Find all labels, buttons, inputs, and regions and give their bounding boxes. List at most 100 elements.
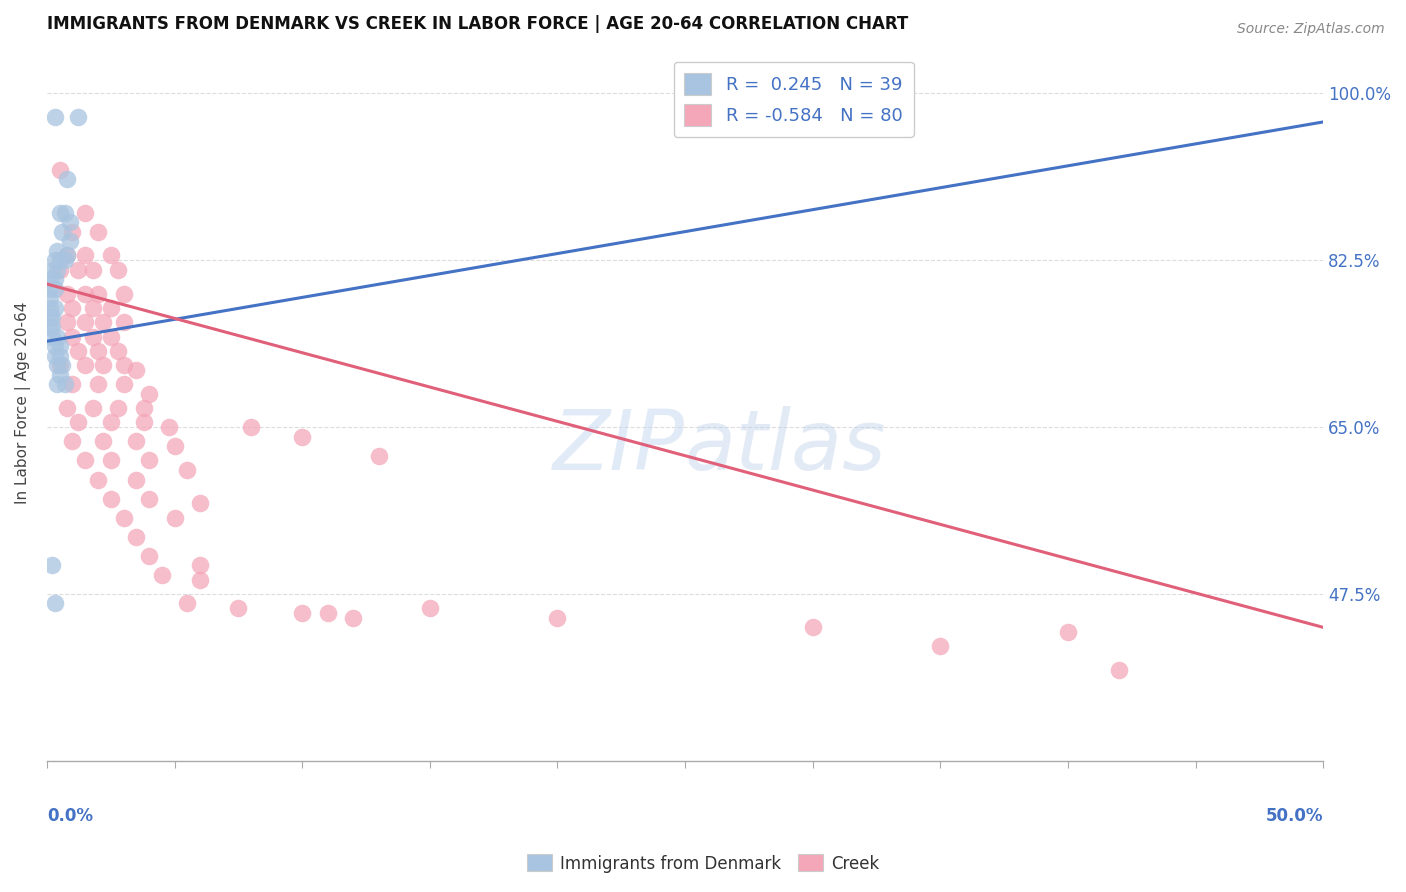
Point [1057, 625, 1080, 640]
Point [87, 473, 110, 487]
Point [44, 597, 66, 611]
Point [59, 234, 82, 248]
Text: atlas: atlas [685, 406, 887, 487]
Point [66, 262, 89, 277]
Point [316, 606, 339, 620]
Point [51, 225, 73, 239]
Point [62, 377, 84, 392]
Point [75, 358, 97, 372]
Point [100, 329, 122, 343]
Point [46, 244, 69, 258]
Point [46, 262, 69, 277]
Point [75, 315, 97, 329]
Point [87, 286, 110, 301]
Point [46, 377, 69, 392]
Point [82, 301, 104, 315]
Point [56, 315, 79, 329]
Point [112, 315, 135, 329]
Point [159, 420, 181, 434]
Point [240, 420, 263, 434]
Text: ZIP: ZIP [553, 406, 685, 487]
Point [75, 205, 97, 219]
Point [66, 110, 89, 124]
Point [41, 558, 63, 573]
Point [75, 453, 97, 467]
Point [62, 301, 84, 315]
Point [188, 496, 211, 510]
Point [44, 301, 66, 315]
Point [62, 329, 84, 343]
Point [228, 601, 250, 615]
Point [66, 415, 89, 429]
Point [100, 248, 122, 262]
Point [53, 253, 76, 268]
Point [138, 549, 160, 563]
Point [41, 310, 63, 325]
Point [929, 640, 952, 654]
Point [56, 286, 79, 301]
Point [56, 172, 79, 186]
Point [112, 286, 135, 301]
Point [53, 377, 76, 392]
Point [38, 282, 60, 296]
Point [112, 377, 135, 392]
Point [125, 434, 148, 449]
Point [100, 491, 122, 506]
Point [53, 205, 76, 219]
Point [82, 329, 104, 343]
Point [91, 358, 114, 372]
Point [163, 510, 186, 524]
Point [66, 343, 89, 358]
Point [188, 573, 211, 587]
Point [56, 248, 79, 262]
Point [87, 377, 110, 392]
Point [46, 329, 69, 343]
Point [75, 286, 97, 301]
Point [38, 320, 60, 334]
Point [138, 453, 160, 467]
Point [87, 225, 110, 239]
Legend: Immigrants from Denmark, Creek: Immigrants from Denmark, Creek [520, 847, 886, 880]
Text: 0.0%: 0.0% [46, 807, 93, 825]
Point [59, 215, 82, 229]
Point [48, 253, 70, 268]
Point [82, 401, 104, 415]
Point [150, 567, 173, 582]
Point [48, 339, 70, 353]
Point [188, 558, 211, 573]
Point [125, 473, 148, 487]
Point [138, 491, 160, 506]
Point [112, 510, 135, 524]
Point [44, 110, 66, 124]
Point [801, 620, 824, 634]
Point [132, 401, 155, 415]
Point [51, 358, 73, 372]
Point [48, 205, 70, 219]
Point [48, 162, 70, 177]
Text: Source: ZipAtlas.com: Source: ZipAtlas.com [1237, 22, 1385, 37]
Y-axis label: In Labor Force | Age 20-64: In Labor Force | Age 20-64 [15, 302, 31, 505]
Point [176, 597, 198, 611]
Point [44, 349, 66, 363]
Point [125, 363, 148, 377]
Point [82, 262, 104, 277]
Point [100, 301, 122, 315]
Point [107, 343, 129, 358]
Point [125, 530, 148, 544]
Point [163, 439, 186, 453]
Point [107, 262, 129, 277]
Point [56, 401, 79, 415]
Point [44, 272, 66, 286]
Point [46, 358, 69, 372]
Point [1108, 663, 1130, 677]
Point [38, 301, 60, 315]
Point [112, 358, 135, 372]
Text: IMMIGRANTS FROM DENMARK VS CREEK IN LABOR FORCE | AGE 20-64 CORRELATION CHART: IMMIGRANTS FROM DENMARK VS CREEK IN LABO… [46, 15, 908, 33]
Point [41, 320, 63, 334]
Point [41, 262, 63, 277]
Point [176, 463, 198, 477]
Point [62, 225, 84, 239]
Point [367, 449, 389, 463]
Point [56, 248, 79, 262]
Point [419, 601, 441, 615]
